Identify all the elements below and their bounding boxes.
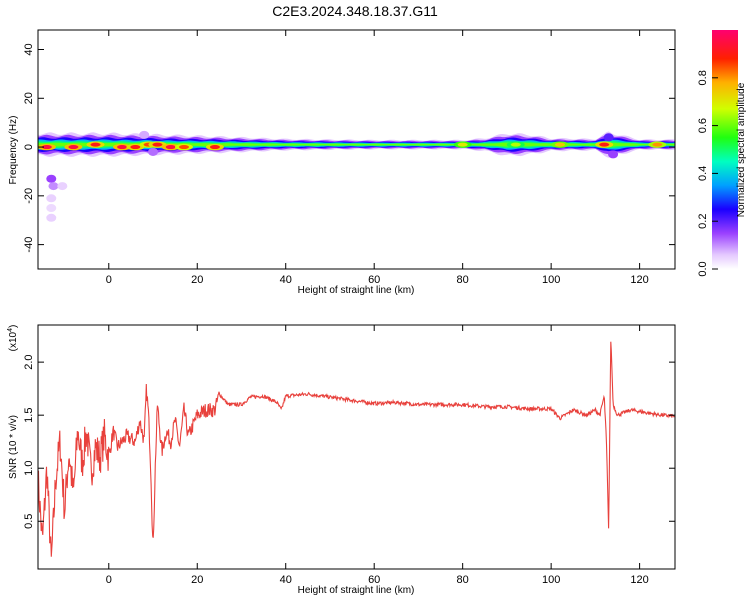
x-tick-label: 40 [280,574,292,586]
heatmap-spot [48,182,59,191]
y-tick-label: 20 [23,92,35,104]
svg-text:(x104): (x104) [7,325,19,352]
snr-multiplier-exp: 4 [7,328,14,332]
y-tick-label: 1.5 [23,408,35,423]
snr-panel: 0 20 40 60 80 100 120 0.5 1.0 1.5 2.0 Height of s… [7,324,676,596]
x-tick-label: 20 [191,274,203,286]
colorbar-tick-label: 0.8 [697,70,709,85]
snr-x-label: Height of straight line (km) [298,585,415,596]
snr-series-line [38,341,675,557]
heatmap-spot [603,133,614,142]
x-tick-label: 100 [542,274,560,286]
x-tick-label: 120 [630,574,648,586]
y-tick-label: -40 [23,237,35,253]
heatmap-peak [117,145,128,150]
colorbar-label: Normalized spectral amplitude [736,82,747,217]
spectrogram-panel: 0 20 40 60 80 100 120 -40 -20 0 20 40 Height of st… [8,29,676,296]
x-tick-label: 60 [368,574,380,586]
heatmap-peak [165,145,176,150]
heatmap-spot [608,150,619,159]
heatmap-peak [652,142,663,147]
spectrogram-x-ticks: 0 20 40 60 80 100 120 [106,30,649,286]
heatmap-spot [46,174,57,183]
spectrogram-frame [37,29,676,270]
heatmap-peak [90,142,101,147]
heatmap-spot [139,130,150,139]
colorbar-tick-label: 0.2 [697,214,709,229]
colorbar-tick-label: 0.0 [697,261,709,276]
colorbar-tick-label: 0.6 [697,118,709,133]
heatmap-spot [46,194,57,203]
heatmap-spot [57,182,68,191]
y-tick-label: 40 [23,43,35,55]
y-tick-label: 0.5 [23,514,35,529]
x-tick-label: 60 [368,274,380,286]
y-tick-label: 2.0 [23,354,35,369]
heatmap-peak [178,145,189,150]
heatmap-peak [599,142,610,147]
heatmap-peak [152,142,163,147]
colorbar-ticks: 0.0 0.2 0.4 0.6 0.8 [697,70,718,277]
x-tick-label: 40 [280,274,292,286]
chart-title: C2E3.2024.348.18.37.G11 [272,3,438,19]
y-tick-label: 0 [23,144,35,150]
snr-multiplier-base: (x10 [8,331,19,351]
x-tick-label: 120 [630,274,648,286]
heatmap-spot [46,213,57,222]
heatmap-peak [68,145,79,150]
colorbar-gradient [712,30,738,269]
heatmap-spot [148,147,159,156]
heatmap-peak [510,142,521,147]
snr-frame [37,324,676,570]
snr-y-multiplier: (x104) [7,325,19,352]
snr-y-label: SNR (10 * v/v) [8,415,19,479]
heatmap-peak [41,145,52,150]
spectrogram-x-label: Height of straight line (km) [298,285,415,296]
x-tick-label: 80 [457,274,469,286]
heatmap-peak [457,142,468,147]
snr-x-ticks: 0 20 40 60 80 100 120 [106,325,649,586]
x-tick-label: 100 [542,574,560,586]
x-tick-label: 20 [191,574,203,586]
spectrogram-y-label: Frequency (Hz) [8,116,19,185]
spectrogram-y-ticks: -40 -20 0 20 40 [23,43,675,253]
heatmap-peak [209,145,220,150]
y-tick-label: 1.0 [23,461,35,476]
heatmap-peak [554,142,565,147]
heatmap-peak [130,145,141,150]
colorbar-tick-label: 0.4 [697,166,709,181]
colorbar: 0.0 0.2 0.4 0.6 0.8 Normalized spectral ampl… [697,30,747,277]
y-tick-label: -20 [23,188,35,204]
snr-y-ticks: 0.5 1.0 1.5 2.0 [23,354,675,529]
x-tick-label: 0 [106,274,112,286]
heatmap-spot [46,204,57,213]
heatmap-layer [38,130,675,222]
x-tick-label: 80 [457,574,469,586]
x-tick-label: 0 [106,574,112,586]
